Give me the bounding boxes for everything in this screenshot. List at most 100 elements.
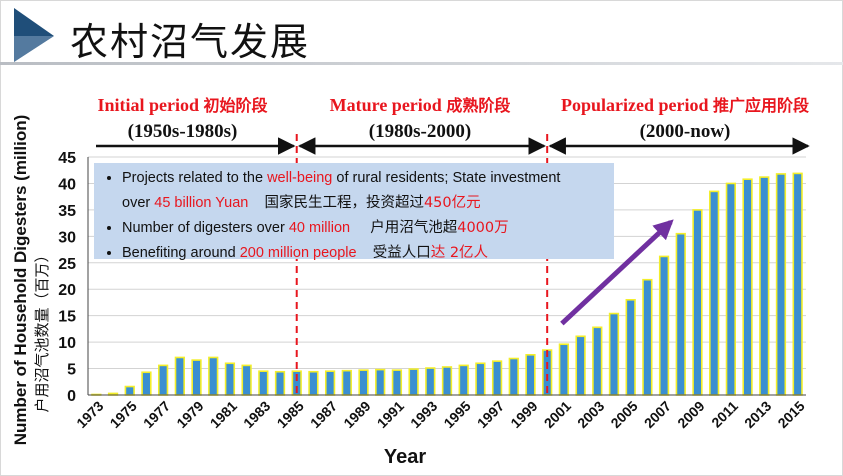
y-tick-label: 25 <box>58 256 76 273</box>
period-initial-name: Initial period <box>97 95 199 115</box>
info-text-cn: 国家民生工程，投资超过 <box>264 195 424 211</box>
x-tick-label: 1991 <box>374 398 407 431</box>
x-tick-label: 1981 <box>207 398 240 431</box>
bar-1994 <box>441 366 453 396</box>
bar-1989 <box>358 369 369 396</box>
x-tick-label: 1975 <box>107 398 140 431</box>
x-tick-label: 2003 <box>574 398 607 431</box>
x-tick-label: 1995 <box>440 398 473 431</box>
bar-1988 <box>341 369 352 396</box>
x-tick-label: 2005 <box>607 398 640 431</box>
y-tick-label: 20 <box>58 282 76 299</box>
period-popularized: Popularized period 推广应用阶段 (2000-now) <box>535 92 835 145</box>
bar-1977 <box>157 364 169 396</box>
title-divider <box>0 62 843 65</box>
x-tick-label: 1973 <box>73 398 106 431</box>
bar-1984 <box>274 370 286 396</box>
bar-2009 <box>692 209 703 396</box>
bar-2002 <box>575 335 586 396</box>
info-text: Projects related to the <box>122 170 268 186</box>
bar-2010 <box>709 190 720 396</box>
info-text: Benefiting around <box>122 245 240 261</box>
y-tick-label: 15 <box>58 309 76 326</box>
bar-2014 <box>775 173 787 396</box>
title-arrow-icon <box>14 8 54 62</box>
period-mature: Mature period 成熟阶段 (1980s-2000) <box>300 92 540 145</box>
bar-1987 <box>324 370 336 396</box>
info-item-digesters: Number of digesters over 40 million 户用沼气… <box>122 216 608 241</box>
bar-1997 <box>491 360 503 396</box>
bar-1998 <box>508 357 519 396</box>
y-tick-label: 0 <box>67 388 76 405</box>
bar-1978 <box>174 356 185 396</box>
y-tick-label: 35 <box>58 203 76 220</box>
page-title: 农村沼气发展 <box>70 20 311 64</box>
period-popularized-name: Popularized period <box>560 95 709 115</box>
x-tick-label: 1983 <box>240 398 273 431</box>
info-highlight-cn: 450亿元 <box>423 195 481 211</box>
info-highlight-cn: 4000万 <box>457 220 509 236</box>
x-tick-label: 2009 <box>674 398 707 431</box>
bar-2015 <box>792 172 803 396</box>
bar-1992 <box>408 368 419 396</box>
bar-1999 <box>525 354 536 396</box>
period-initial-cn: 初始阶段 <box>203 96 268 115</box>
info-text: of rural residents; State investment <box>332 170 561 186</box>
info-highlight: well-being <box>267 170 333 186</box>
bar-2011 <box>725 182 737 396</box>
bar-2005 <box>625 298 636 396</box>
bar-1981 <box>224 362 236 396</box>
bar-2003 <box>592 326 603 396</box>
info-text: over <box>122 195 155 211</box>
x-tick-label: 1989 <box>340 398 373 431</box>
bar-1986 <box>308 370 319 396</box>
x-tick-label: 2011 <box>708 398 741 431</box>
period-initial: Initial period 初始阶段 (1950s-1980s) <box>60 92 305 145</box>
y-tick-label: 40 <box>58 176 76 193</box>
info-item-people: Benefiting around 200 million people 受益人… <box>122 241 608 266</box>
bar-2012 <box>742 178 753 396</box>
bar-1980 <box>208 356 219 396</box>
x-tick-label: 2007 <box>641 398 674 431</box>
bar-2001 <box>558 343 570 396</box>
period-mature-range: (1980s-2000) <box>368 121 472 142</box>
info-item-investment: Projects related to the well-being of ru… <box>122 166 608 216</box>
bar-1983 <box>258 370 269 396</box>
y-axis-title-cn: 户用沼气池数量（百万） <box>34 247 51 412</box>
info-highlight: 200 million people <box>239 245 357 261</box>
bar-1982 <box>241 364 252 396</box>
bar-1991 <box>391 369 403 396</box>
x-tick-label: 2013 <box>741 398 774 431</box>
title-bar: 农村沼气发展 <box>0 0 843 72</box>
x-tick-label: 1999 <box>507 398 540 431</box>
bar-2013 <box>759 176 770 396</box>
bar-2004 <box>608 312 620 396</box>
x-tick-label: 1979 <box>173 398 206 431</box>
info-box: Projects related to the well-being of ru… <box>94 163 614 261</box>
bar-1975 <box>124 385 135 396</box>
bar-1976 <box>141 371 152 396</box>
bar-2008 <box>675 232 686 396</box>
info-text-cn: 受益人口 <box>372 245 431 261</box>
x-tick-label: 1977 <box>140 398 173 431</box>
bar-1979 <box>191 359 202 396</box>
x-tick-label: 2015 <box>774 398 807 431</box>
bar-2007 <box>658 255 670 396</box>
y-tick-label: 10 <box>58 335 76 352</box>
x-tick-label: 1985 <box>273 398 306 431</box>
x-tick-label: 1993 <box>407 398 440 431</box>
x-tick-label: 2001 <box>541 398 574 431</box>
bar-1993 <box>425 367 436 396</box>
period-mature-cn: 成熟阶段 <box>446 96 511 115</box>
trend-arrow <box>560 219 674 326</box>
bar-2006 <box>642 278 653 396</box>
y-tick-label: 45 <box>58 150 76 167</box>
bar-1996 <box>475 362 486 396</box>
info-highlight: 45 billion Yuan <box>154 195 249 211</box>
info-highlight: 40 million <box>288 220 351 236</box>
info-highlight-cn: 达 2亿人 <box>430 245 489 261</box>
period-popularized-cn: 推广应用阶段 <box>712 96 809 115</box>
y-axis-title: Number of Household Digesters (million) <box>11 115 30 446</box>
period-initial-range: (1950s-1980s) <box>127 121 238 142</box>
